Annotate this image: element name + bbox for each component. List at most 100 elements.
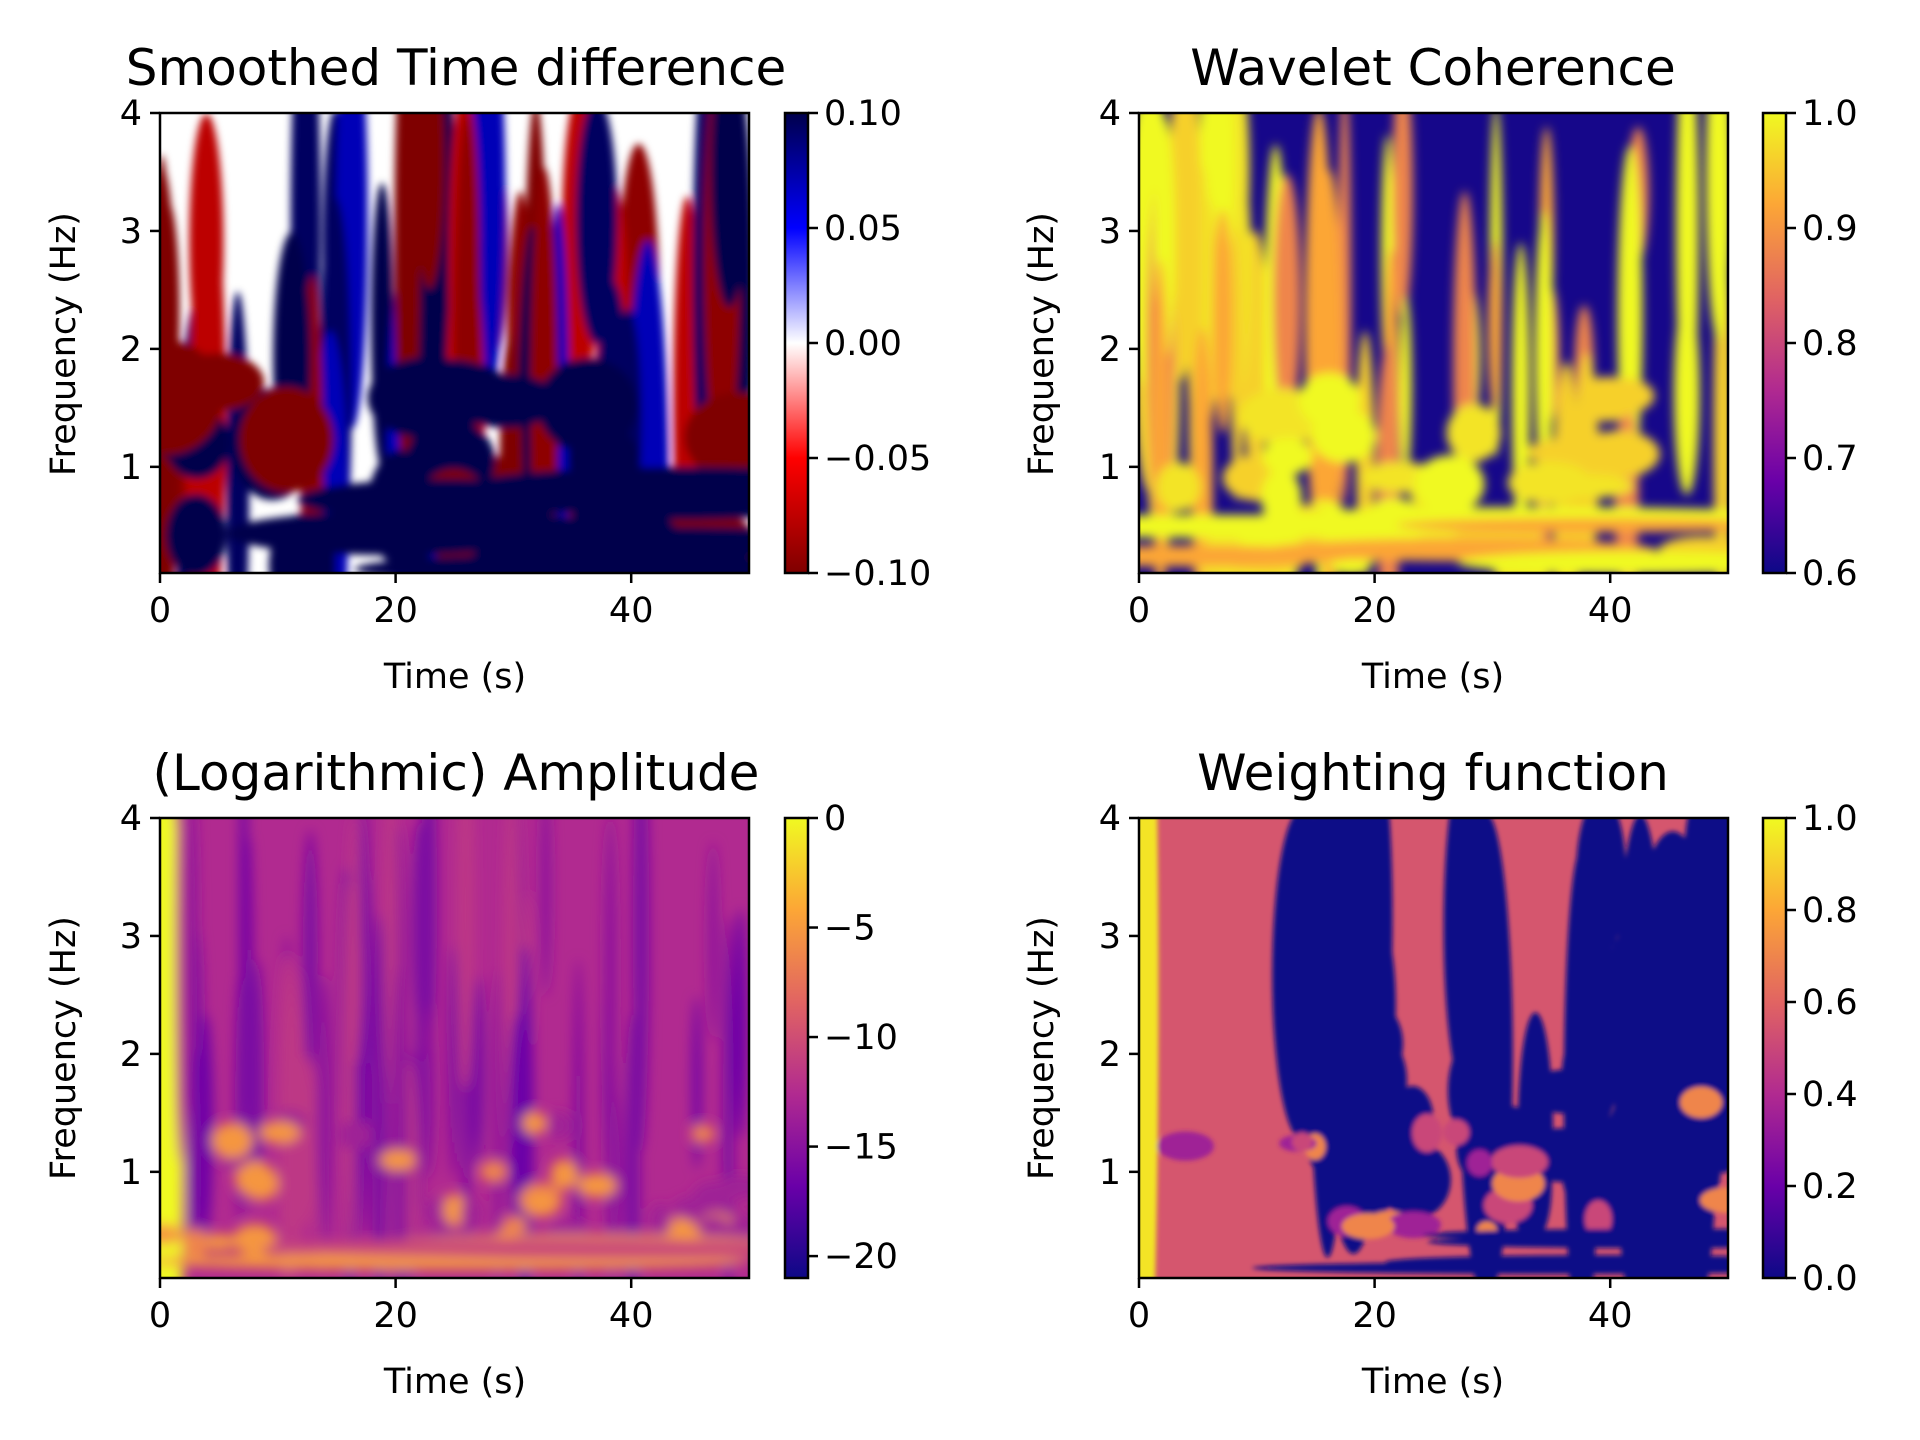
heatmap-cell [1534,210,1554,490]
heatmap-cell [244,836,254,1214]
heatmap-cell [1490,1145,1548,1179]
heatmap-cell [316,974,333,1246]
heatmap-cell [189,113,224,373]
y-axis-label: Frequency (Hz) [1022,916,1062,1180]
heatmap-cell [719,1175,749,1199]
x-tick-label: 0 [149,1296,171,1336]
panel-logarithmic-amplitude: (Logarithmic) Amplitude 1 2 3 4 0 20 40 Time … [44,744,898,1402]
heatmap-cell [390,959,409,1278]
heatmap-cell [302,829,318,1077]
heatmap-cell [1379,1141,1451,1219]
x-tick-label: 20 [373,1296,418,1336]
heatmap-cell [1262,437,1313,476]
colorbar-tick-label: −10 [824,1018,898,1058]
y-axis-label: Frequency (Hz) [1022,212,1062,476]
heatmap-cell [1392,113,1413,319]
x-tick-label: 40 [1588,1296,1633,1336]
heatmap-cell [1412,1113,1442,1153]
heatmap-cell [239,386,334,493]
heatmap-cell [166,494,227,573]
heatmap-cell [1562,1143,1604,1207]
heatmap-cell [1192,327,1213,573]
heatmap-cell [1272,174,1301,426]
heatmap-cell [371,913,388,1278]
heatmap-cell [632,818,650,1151]
panel-title: Weighting function [1197,744,1669,802]
colorbar-tick-label: 1.0 [1802,799,1858,839]
heatmap-cell [354,554,749,573]
x-tick-label: 40 [1588,591,1633,631]
heatmap-cell [226,291,250,573]
heatmap-cell [1291,1132,1313,1152]
heatmap-cell [1316,170,1343,573]
heatmap-cell [1467,1149,1493,1177]
heatmap-cell [187,1048,202,1269]
heatmap-cell [1507,461,1592,505]
colorbar-tick-label: −15 [824,1128,898,1168]
heatmap-cell [547,1111,571,1141]
heatmap-cell [443,1193,467,1226]
y-tick-label: 1 [120,1153,142,1193]
colorbar-tick-label: 1.0 [1802,94,1858,134]
x-tick-label: 0 [1128,1296,1150,1336]
heatmap [1139,113,1728,573]
heatmap-cell [1590,377,1655,414]
colorbar-tick-label: 0.0 [1802,1259,1858,1299]
x-tick-label: 40 [609,1296,654,1336]
heatmap-cell [237,1164,278,1197]
plot-frame [1137,111,1730,575]
colorbar-tick-label: 0.05 [824,209,902,249]
heatmap-cell [550,1159,579,1190]
panel-weighting-function: Weighting function 1 2 3 4 0 20 40 Time (s) F… [1022,744,1858,1402]
heatmap-cell [526,1192,556,1213]
heatmap-cell [423,1003,436,1179]
colorbar-tick-label: 0.8 [1802,891,1858,931]
panel-wavelet-coherence: Wavelet Coherence 1 2 3 4 0 20 40 Time (s) Fr… [1022,39,1858,697]
heatmap-cell [649,1203,671,1238]
heatmap-cell [730,1215,749,1233]
plot-frame [158,816,751,1280]
y-tick-label: 4 [1099,94,1121,134]
heatmap-cell [226,511,556,556]
panel-title: Wavelet Coherence [1190,39,1676,97]
colorbar-tick-label: 0.00 [824,324,902,364]
x-axis-label: Time (s) [1361,1362,1504,1402]
heatmap [1139,818,1728,1278]
heatmap-cell [1447,1038,1498,1144]
colorbar-tick-label: 0.2 [1802,1167,1858,1207]
heatmap-cell [1157,1131,1214,1161]
heatmap-cell [1179,113,1194,334]
heatmap-cell [1443,1119,1470,1146]
heatmap-cell [1139,545,1356,567]
heatmap-cell [692,996,702,1170]
colorbar-tick-label: 0.9 [1802,209,1858,249]
heatmap-cell [379,1149,416,1171]
colorbar: 0 −5 −10 −15 −20 [783,799,898,1280]
heatmap-cell [461,1197,482,1231]
colorbar-tick-label: 0.8 [1802,324,1858,364]
heatmap-cell [477,527,749,559]
x-tick-label: 0 [1128,591,1150,631]
colorbar-tick-label: −0.05 [824,439,931,479]
heatmap-cell [1386,1211,1441,1239]
heatmap-cell [1561,1021,1618,1132]
x-axis-label: Time (s) [383,1362,526,1402]
y-tick-label: 2 [120,330,142,370]
heatmap-cell [420,818,438,1070]
heatmap-cell [181,1228,209,1259]
colorbar-tick-label: 0.6 [1802,983,1858,1023]
colorbar-tick-label: 0 [824,799,846,839]
heatmap-cell [1655,838,1705,1061]
colorbar-gradient [785,818,808,1278]
heatmap-cell [1578,430,1660,478]
heatmap-cell [1414,455,1485,514]
y-tick-label: 4 [1099,799,1121,839]
x-axis-label: Time (s) [383,657,526,697]
x-axis: 0 20 40 [149,573,653,631]
heatmap-cell [175,818,185,1163]
colorbar-tick-label: 0.6 [1802,554,1858,594]
colorbar-tick-label: −5 [824,909,876,949]
panel-title: (Logarithmic) Amplitude [153,744,760,802]
heatmap-cell [479,1161,508,1182]
